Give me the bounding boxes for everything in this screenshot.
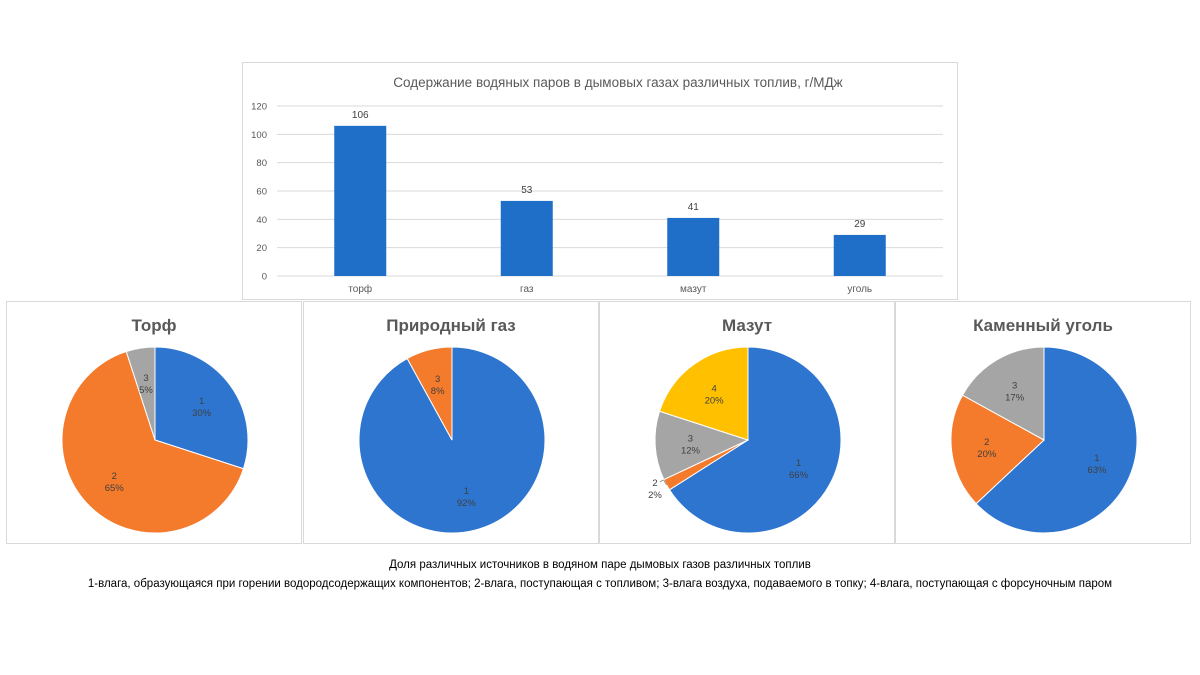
y-tick-label: 60 — [256, 187, 267, 198]
slice-label: 3 12% — [681, 434, 701, 457]
pie-chart: 1 92% 3 8% — [358, 346, 546, 534]
bar-chart: Содержание водяных паров в дымовых газах… — [251, 75, 943, 295]
pie-slice-1 — [975, 346, 1138, 534]
slice-percent: 20% — [977, 449, 997, 460]
slice-label: 3 5% — [139, 373, 153, 396]
slice-number: 4 — [711, 383, 716, 394]
slice-percent: 65% — [105, 483, 125, 494]
pie-chart: 1 66%2 2%3 12%4 20% — [648, 346, 842, 534]
slice-number: 3 — [688, 434, 693, 445]
slice-number: 1 — [464, 486, 469, 497]
pie-slice-3 — [961, 346, 1045, 441]
slice-percent: 2% — [648, 490, 662, 501]
pie-chart-panel-fuel-oil: Мазут 1 66% 2 2% 3 12% 4 20% — [599, 301, 895, 544]
y-tick-label: 20 — [256, 243, 267, 254]
pie-title: Каменный уголь — [973, 316, 1113, 335]
slice-number: 3 — [435, 374, 440, 385]
data-label: 53 — [521, 185, 533, 196]
pie-slice-3 — [125, 346, 156, 441]
slice-number: 1 — [1094, 453, 1099, 464]
pie-title: Мазут — [721, 316, 773, 335]
pie-slice-4 — [658, 346, 749, 441]
x-tick-label: газ — [520, 284, 534, 295]
pie-chart: 1 63% 2 20% 3 17% — [950, 346, 1138, 534]
y-tick-label: 100 — [251, 130, 267, 141]
slice-number: 2 — [984, 437, 989, 448]
y-tick-label: 80 — [256, 158, 267, 169]
chart-title: Содержание водяных паров в дымовых газах… — [393, 75, 842, 90]
slice-number: 3 — [143, 373, 148, 384]
data-label: 106 — [352, 110, 369, 121]
bar-торф — [334, 125, 387, 276]
slice-percent: 12% — [681, 446, 701, 457]
slice-percent: 30% — [192, 408, 212, 419]
caption-legend: 1-влага, образующаяся при горении водоро… — [87, 578, 1113, 590]
slice-label: 3 8% — [431, 374, 445, 397]
caption-title: Доля различных источников в водяном паре… — [389, 559, 811, 571]
slice-percent: 20% — [705, 395, 725, 406]
slice-label: 1 92% — [457, 486, 477, 509]
pie-slice-2 — [61, 350, 245, 534]
pie-slice-1 — [154, 346, 249, 470]
slice-label: 1 66% — [789, 458, 809, 481]
slice-percent: 17% — [1005, 392, 1025, 403]
pie-slice-3 — [406, 346, 453, 441]
slice-percent: 66% — [789, 470, 809, 481]
x-tick-label: уголь — [847, 284, 872, 295]
slice-number: 2 — [112, 471, 117, 482]
slice-label: 4 20% — [705, 383, 725, 406]
pie-chart-panel-peat: Торф 1 30% 2 65% 3 5% — [6, 301, 302, 544]
bar-мазут — [667, 217, 720, 276]
slice-percent: 5% — [139, 385, 153, 396]
pie-chart: 1 30% 2 65% 3 5% — [61, 346, 249, 534]
pie-chart-panel-gas: Природный газ 1 92% 3 8% — [303, 301, 599, 544]
data-label: 41 — [688, 202, 700, 213]
pie-slice-2 — [950, 394, 1045, 505]
bar-уголь — [833, 234, 886, 276]
pie-slice-1 — [668, 346, 842, 534]
pie-chart-panel-coal: Каменный уголь 1 63% 2 20% 3 17% — [895, 301, 1191, 544]
data-label: 29 — [854, 219, 866, 230]
x-tick-label: торф — [348, 283, 372, 295]
bar-chart-panel: Содержание водяных паров в дымовых газах… — [242, 62, 958, 300]
slice-number: 1 — [796, 458, 801, 469]
figure-caption: Доля различных источников в водяном паре… — [0, 556, 1200, 594]
slice-label: 2 65% — [105, 471, 125, 494]
slice-label: 3 17% — [1005, 380, 1025, 403]
slice-percent: 92% — [457, 498, 477, 509]
bar-газ — [500, 200, 553, 276]
y-tick-label: 40 — [256, 215, 267, 226]
slice-number: 1 — [199, 396, 204, 407]
slice-label: 1 63% — [1087, 453, 1107, 476]
slice-label: 2 2% — [648, 478, 662, 501]
pie-title: Природный газ — [386, 316, 516, 335]
slice-number: 2 — [652, 478, 657, 489]
slice-label: 2 20% — [977, 437, 997, 460]
slice-percent: 8% — [431, 386, 445, 397]
slice-percent: 63% — [1087, 465, 1107, 476]
slice-number: 3 — [1012, 380, 1017, 391]
slice-label: 1 30% — [192, 396, 212, 419]
y-tick-label: 0 — [262, 272, 267, 283]
y-tick-label: 120 — [251, 102, 267, 113]
x-tick-label: мазут — [680, 284, 707, 295]
pie-title: Торф — [131, 316, 177, 335]
pie-slice-3 — [654, 410, 750, 481]
